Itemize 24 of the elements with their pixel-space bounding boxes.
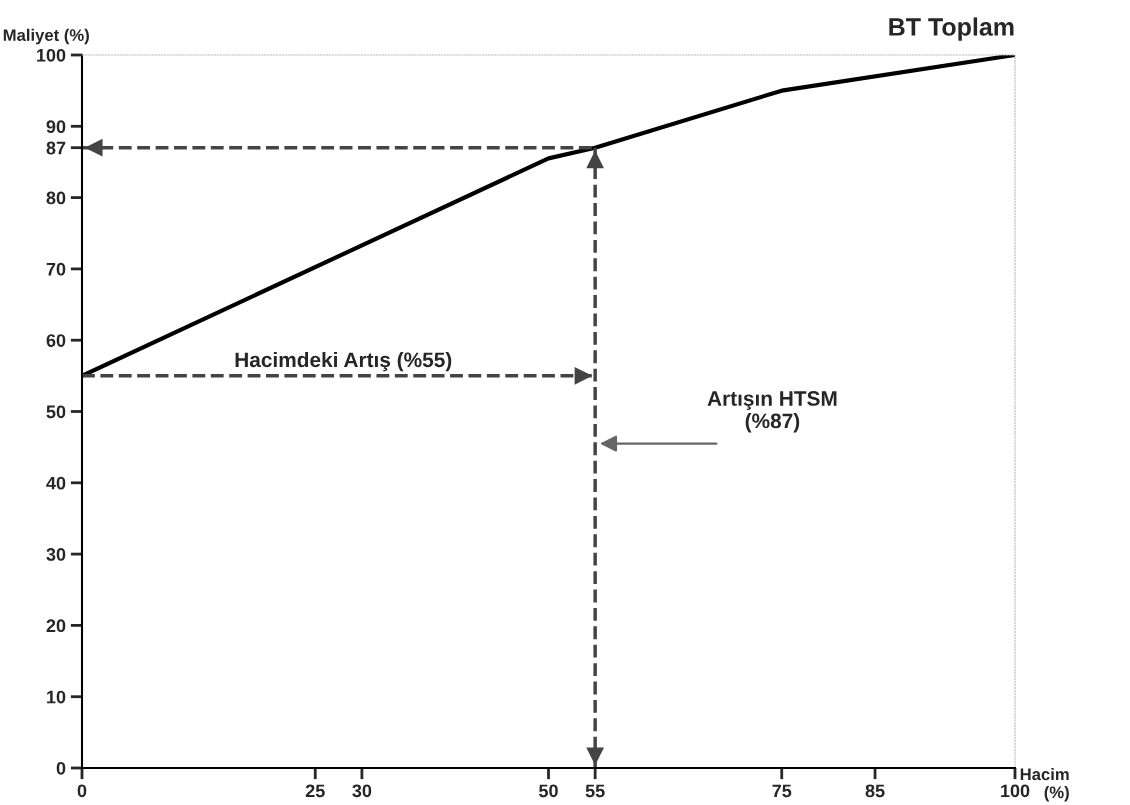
y-tick-label: 87 bbox=[46, 141, 66, 155]
y-tick-label: 60 bbox=[46, 334, 66, 347]
y-tick-label: 90 bbox=[46, 120, 66, 134]
y-tick-label: 30 bbox=[46, 548, 66, 561]
chart-title: BT Toplam bbox=[889, 17, 1014, 41]
y-axis-title: Maliyet (%) bbox=[3, 28, 89, 45]
x-tick-label: 0 bbox=[77, 784, 87, 798]
y-tick-label: 70 bbox=[46, 262, 66, 276]
y-tick-label: 10 bbox=[47, 690, 66, 704]
x-tick-label: 100 bbox=[1001, 784, 1030, 798]
x-tick-label: 30 bbox=[352, 784, 372, 798]
y-tick-label: 20 bbox=[46, 619, 66, 633]
annotation: Artışın HTSM (%87) bbox=[707, 391, 837, 433]
y-tick-label: 50 bbox=[46, 405, 66, 419]
x-tick-label: 75 bbox=[772, 784, 792, 798]
x-tick-label: 85 bbox=[865, 784, 885, 798]
y-tick-label: 100 bbox=[37, 48, 66, 62]
x-tick-label: 50 bbox=[539, 784, 558, 798]
annotation: Hacimdeki Artış (%55) bbox=[235, 351, 452, 372]
y-tick-label: 80 bbox=[46, 191, 66, 205]
x-tick-label: 55 bbox=[585, 784, 605, 798]
y-tick-label: 0 bbox=[56, 761, 66, 775]
y-tick-label: 40 bbox=[46, 476, 66, 490]
x-tick-label: 25 bbox=[305, 784, 325, 798]
